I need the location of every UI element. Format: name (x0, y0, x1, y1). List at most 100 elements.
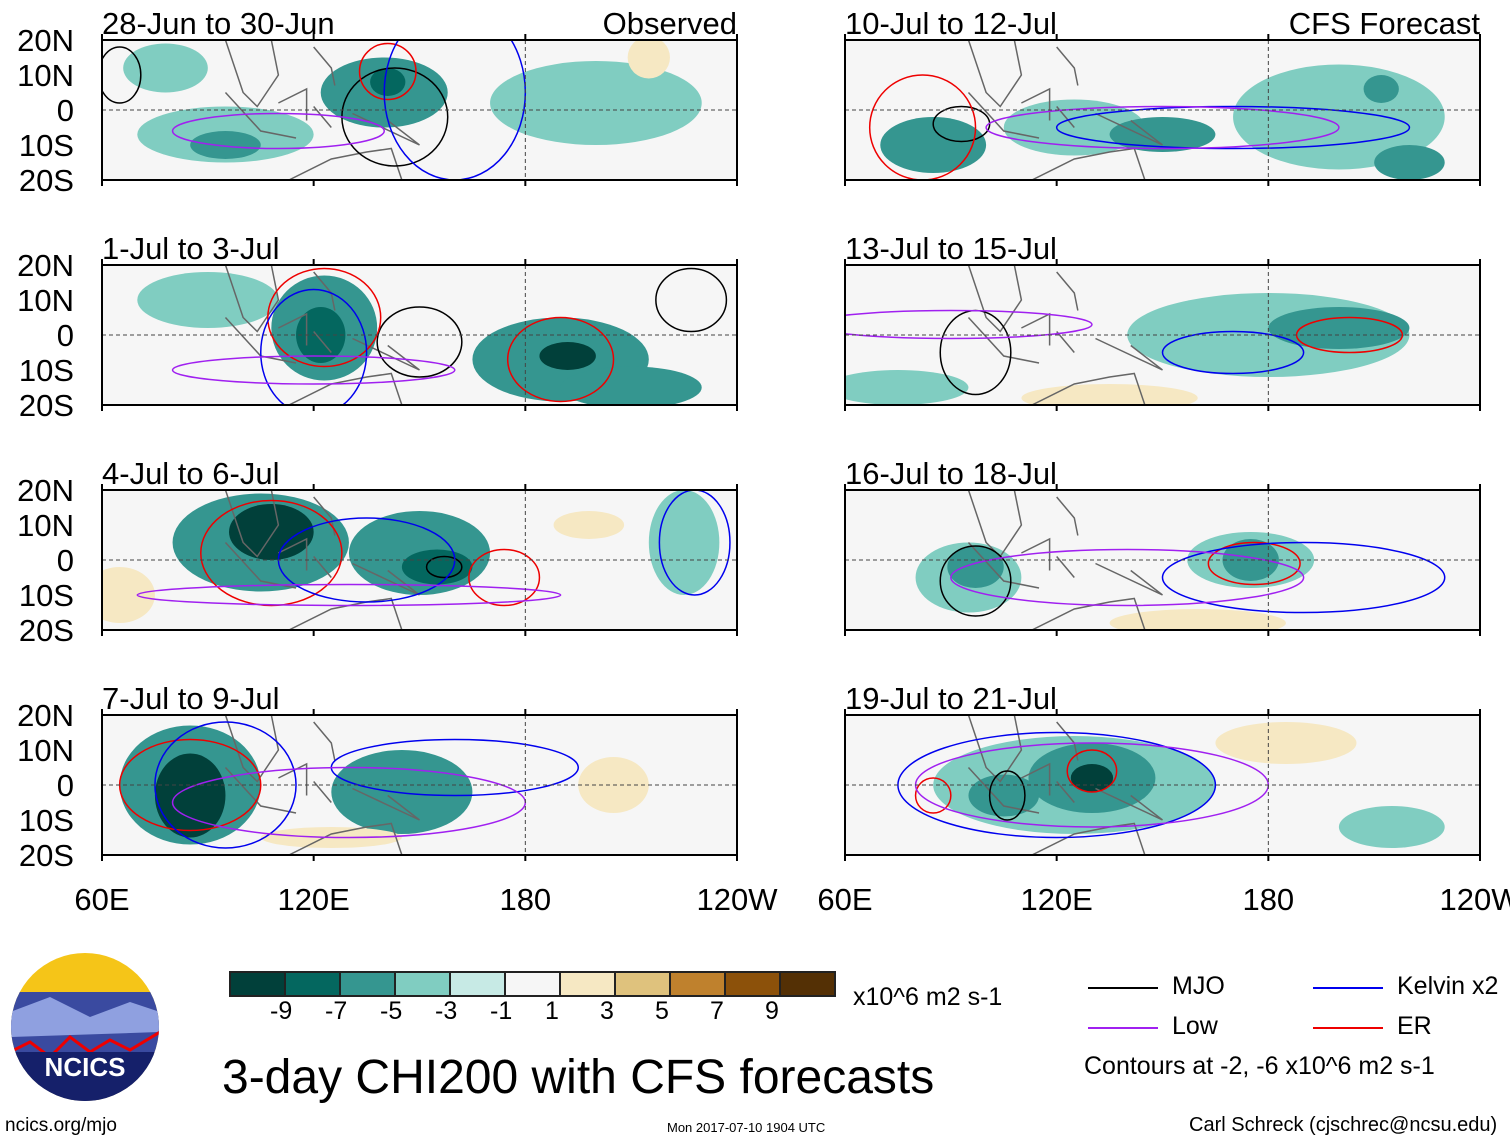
contour-mjo (939, 545, 1012, 617)
panel-content (868, 40, 1445, 180)
lon-tick-label: 60E (817, 882, 872, 917)
coastline (224, 40, 420, 180)
colorbar-swatch (396, 973, 451, 995)
svg-text:NCICS: NCICS (45, 1052, 126, 1082)
legend-line (1088, 1027, 1158, 1029)
site-link[interactable]: ncics.org/mjo (5, 1115, 117, 1136)
colorbar-tick: -9 (270, 997, 293, 1025)
olr-anomaly-region (1109, 117, 1216, 152)
lat-tick-label: 10N (17, 283, 74, 318)
legend-line (1313, 987, 1383, 989)
olr-anomaly-region (1109, 609, 1286, 630)
lon-tick-label: 180 (499, 882, 551, 917)
panel-content (102, 40, 702, 180)
panel-content (118, 715, 649, 855)
lat-tick-label: 10N (17, 508, 74, 543)
olr-anomaly-region (1268, 307, 1410, 349)
olr-anomaly-region (648, 490, 720, 595)
author: Carl Schreck (cjschrec@ncsu.edu) (1189, 1114, 1498, 1136)
colorbar-swatch (286, 973, 341, 995)
lon-tick-label: 60E (74, 882, 129, 917)
lat-tick-label: 10S (19, 128, 74, 163)
olr-anomaly-region (331, 750, 473, 834)
contour-mjo (102, 46, 142, 104)
map-panel: 10-Jul to 12-Jul CFS Forecast (844, 6, 1481, 186)
colorbar (229, 971, 836, 997)
panel-frame (101, 264, 738, 406)
contour-er (1207, 541, 1301, 586)
contour-er (868, 74, 977, 180)
colorbar-swatch (671, 973, 726, 995)
map-panel: 19-Jul to 21-Jul 60E 120E 180 120W (817, 681, 1510, 917)
panel-title: 28-Jun to 30-Jun (102, 6, 335, 41)
contour-low (171, 112, 385, 150)
lat-tick-label: 10S (19, 353, 74, 388)
panel-frame (101, 714, 738, 856)
olr-anomaly-region (1222, 539, 1279, 581)
coastline (224, 715, 420, 855)
contour-mjo (655, 267, 728, 333)
lat-tick-label: 10N (17, 733, 74, 768)
legend-line (1088, 987, 1158, 989)
contour-low (171, 355, 456, 385)
panel-frame (101, 39, 738, 181)
contour-er (914, 777, 952, 814)
lat-tick-label: 20N (17, 698, 74, 733)
lon-tick-label: 180 (1242, 882, 1294, 917)
lat-tick-label: 0 (57, 768, 74, 803)
olr-anomaly-region (102, 567, 155, 623)
olr-anomaly-region (137, 272, 279, 328)
lat-tick-label: 0 (57, 93, 74, 128)
contour-mjo (988, 770, 1026, 821)
contour-kelvin (260, 288, 368, 405)
contour-low (136, 583, 562, 607)
lat-tick-label: 0 (57, 318, 74, 353)
panel-title: 4-Jul to 6-Jul (102, 456, 279, 491)
colorbar-swatch (451, 973, 506, 995)
contour-kelvin (1055, 105, 1411, 150)
lat-tick-label: 10S (19, 578, 74, 613)
olr-anomaly-region (845, 370, 969, 405)
legend-line (1313, 1027, 1383, 1029)
timestamp: Mon 2017-07-10 1904 UTC (667, 1120, 826, 1135)
olr-anomaly-region (560, 366, 702, 405)
panel-content (915, 490, 1446, 630)
olr-anomaly-region (1374, 145, 1445, 180)
colorbar-swatch (781, 973, 834, 995)
olr-anomaly-region (1070, 764, 1114, 792)
olr-anomaly-region (627, 40, 670, 79)
coastline (224, 490, 420, 630)
lon-tick-label: 120W (1440, 882, 1510, 917)
contour-low (845, 309, 1093, 340)
contour-er (358, 42, 417, 101)
colorbar-tick: -3 (435, 997, 458, 1025)
lon-tick-label: 120W (697, 882, 779, 917)
panel-content (897, 715, 1445, 855)
lon-tick-label: 120E (1020, 882, 1092, 917)
colorbar-swatch (616, 973, 671, 995)
olr-anomaly-region (190, 131, 261, 159)
lat-tick-label: 10N (17, 58, 74, 93)
figure-title: 3-day CHI200 with CFS forecasts (222, 1051, 935, 1104)
olr-anomaly-region (123, 43, 208, 93)
lat-tick-label: 20S (19, 163, 74, 198)
colorbar-tick: 3 (600, 997, 614, 1025)
map-panel: 16-Jul to 18-Jul (844, 456, 1481, 636)
olr-anomaly-region (1338, 806, 1445, 848)
lat-tick-label: 0 (57, 543, 74, 578)
map-panel: 13-Jul to 15-Jul (844, 231, 1481, 411)
ncics-logo: NCICS (11, 953, 159, 1101)
colorbar-tick: 5 (655, 997, 669, 1025)
lat-tick-label: 20N (17, 248, 74, 283)
colorbar-tick: -5 (380, 997, 403, 1025)
olr-anomaly-region (154, 753, 226, 838)
units-label: x10^6 m2 s-1 (853, 983, 1003, 1011)
panel-title: 1-Jul to 3-Jul (102, 231, 279, 266)
panel-title: 10-Jul to 12-Jul (845, 6, 1057, 41)
olr-anomaly-region (947, 546, 1004, 588)
colorbar-swatch (341, 973, 396, 995)
